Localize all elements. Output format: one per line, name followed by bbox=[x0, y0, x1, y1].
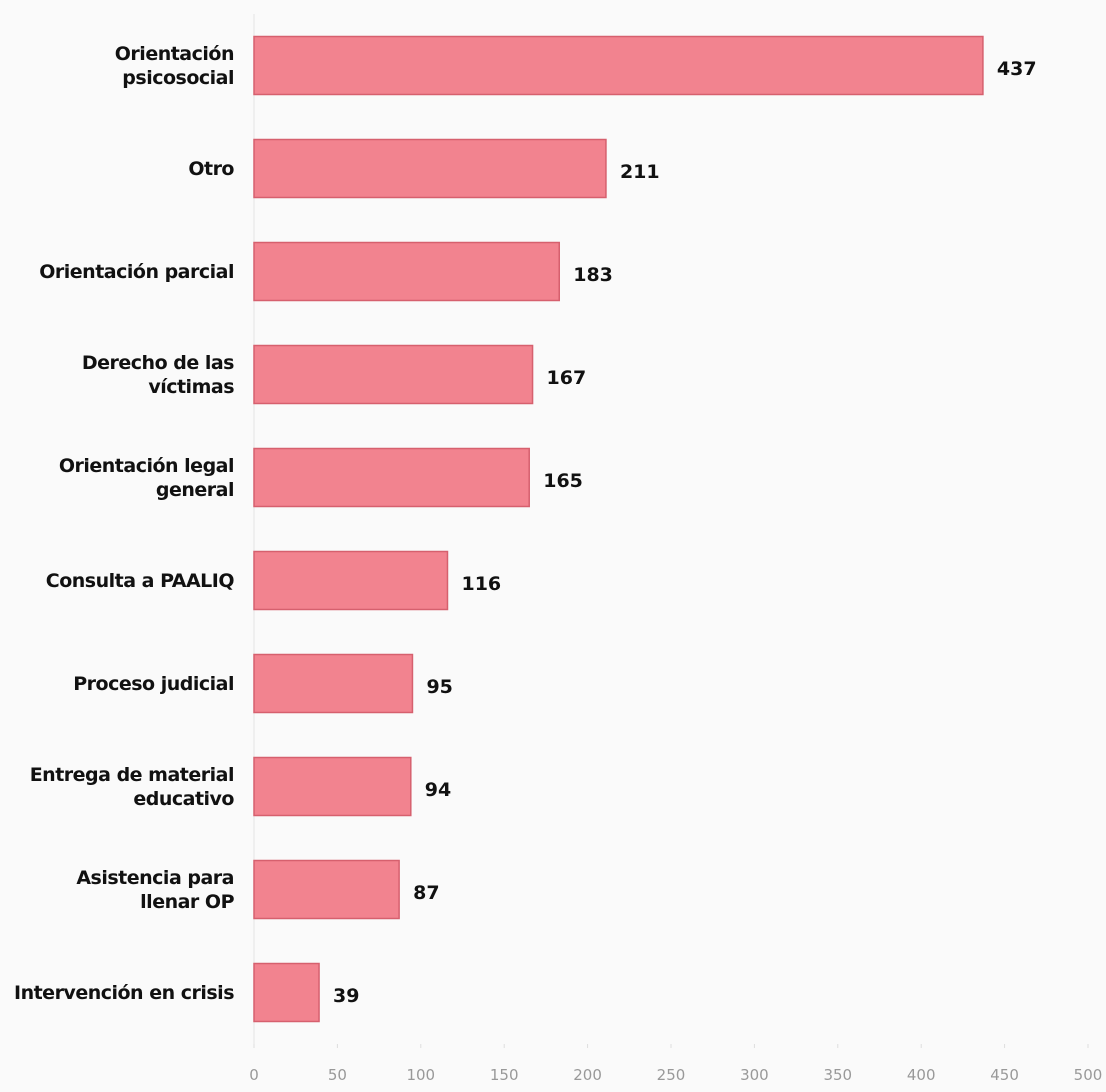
x-tick-label: 400 bbox=[907, 1066, 936, 1084]
value-label: 116 bbox=[461, 573, 501, 595]
x-tick-label: 500 bbox=[1074, 1066, 1103, 1084]
x-tick-label: 50 bbox=[328, 1066, 347, 1084]
value-label: 95 bbox=[426, 676, 452, 698]
value-label: 167 bbox=[547, 367, 587, 389]
x-tick-label: 250 bbox=[657, 1066, 686, 1084]
y-tick-label: Entrega de material educativo bbox=[29, 763, 235, 810]
bar bbox=[253, 756, 412, 817]
y-tick-label: Intervención en crisis bbox=[14, 981, 235, 1004]
value-label: 165 bbox=[543, 470, 583, 492]
x-tick-label: 350 bbox=[823, 1066, 852, 1084]
bar bbox=[253, 859, 400, 920]
x-tick-label: 150 bbox=[490, 1066, 519, 1084]
bar bbox=[253, 447, 530, 508]
x-tick-label: 300 bbox=[740, 1066, 769, 1084]
bar bbox=[253, 241, 560, 302]
y-tick-label: Orientación legal general bbox=[58, 454, 235, 501]
x-tick-label: 200 bbox=[573, 1066, 602, 1084]
value-label: 94 bbox=[425, 779, 451, 801]
bar bbox=[253, 653, 414, 714]
x-tick-label: 450 bbox=[990, 1066, 1019, 1084]
y-tick-label: Consulta a PAALIQ bbox=[45, 569, 235, 592]
bar bbox=[253, 35, 984, 96]
y-tick-label: Asistencia para llenar OP bbox=[76, 866, 234, 913]
value-label: 87 bbox=[413, 882, 439, 904]
bar bbox=[253, 550, 449, 611]
y-tick-label: Otro bbox=[188, 157, 234, 180]
y-tick-label: Derecho de las víctimas bbox=[81, 351, 235, 398]
value-label: 39 bbox=[333, 985, 359, 1007]
y-tick-label: Orientación parcial bbox=[39, 260, 234, 283]
bar bbox=[253, 962, 320, 1023]
x-tick-label: 0 bbox=[249, 1066, 259, 1084]
bar bbox=[253, 138, 607, 199]
y-tick-label: Orientación psicosocial bbox=[114, 42, 235, 89]
value-label: 183 bbox=[573, 264, 613, 286]
value-label: 211 bbox=[620, 161, 660, 183]
value-label: 437 bbox=[997, 58, 1037, 80]
y-tick-label: Proceso judicial bbox=[73, 672, 234, 695]
bar bbox=[253, 344, 534, 405]
x-tick-label: 100 bbox=[406, 1066, 435, 1084]
